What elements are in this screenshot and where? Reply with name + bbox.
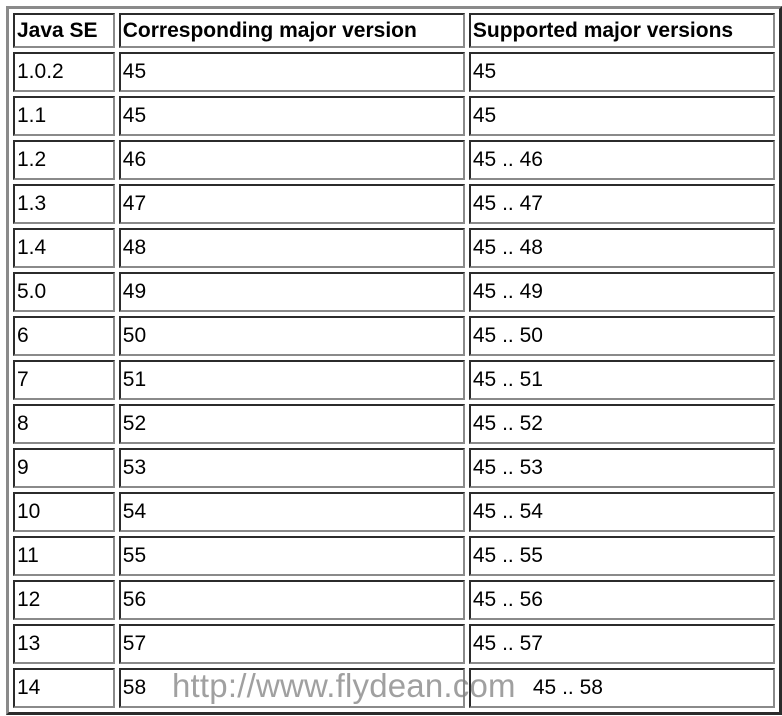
table-row: 14 58 45 .. 58 bbox=[13, 668, 775, 708]
cell-java-se: 1.0.2 bbox=[13, 52, 115, 92]
cell-corresponding-major-version: 46 bbox=[118, 140, 465, 180]
cell-corresponding-major-version: 50 bbox=[118, 316, 465, 356]
cell-java-se: 13 bbox=[13, 624, 115, 664]
cell-supported-major-versions: 45 .. 46 bbox=[468, 140, 775, 180]
table-row: 9 53 45 .. 53 bbox=[13, 448, 775, 488]
table-row: 6 50 45 .. 50 bbox=[13, 316, 775, 356]
cell-corresponding-major-version: 51 bbox=[118, 360, 465, 400]
cell-supported-major-versions: 45 .. 58 bbox=[468, 668, 775, 708]
cell-java-se: 9 bbox=[13, 448, 115, 488]
cell-corresponding-major-version: 47 bbox=[118, 184, 465, 224]
header-supported-major-versions: Supported major versions bbox=[468, 13, 775, 48]
table-row: 1.2 46 45 .. 46 bbox=[13, 140, 775, 180]
cell-java-se: 1.3 bbox=[13, 184, 115, 224]
table-row: 1.0.2 45 45 bbox=[13, 52, 775, 92]
cell-java-se: 8 bbox=[13, 404, 115, 444]
cell-java-se: 10 bbox=[13, 492, 115, 532]
table-row: 1.4 48 45 .. 48 bbox=[13, 228, 775, 268]
cell-supported-major-versions: 45 .. 51 bbox=[468, 360, 775, 400]
cell-corresponding-major-version: 45 bbox=[118, 52, 465, 92]
cell-corresponding-major-version: 58 bbox=[118, 668, 465, 708]
cell-corresponding-major-version: 49 bbox=[118, 272, 465, 312]
cell-corresponding-major-version: 55 bbox=[118, 536, 465, 576]
cell-corresponding-major-version: 48 bbox=[118, 228, 465, 268]
cell-supported-major-versions: 45 .. 54 bbox=[468, 492, 775, 532]
table-header-row: Java SE Corresponding major version Supp… bbox=[13, 13, 775, 48]
cell-corresponding-major-version: 56 bbox=[118, 580, 465, 620]
cell-supported-major-versions: 45 .. 55 bbox=[468, 536, 775, 576]
cell-corresponding-major-version: 54 bbox=[118, 492, 465, 532]
table-row: 5.0 49 45 .. 49 bbox=[13, 272, 775, 312]
table-row: 13 57 45 .. 57 bbox=[13, 624, 775, 664]
cell-java-se: 1.1 bbox=[13, 96, 115, 136]
cell-supported-major-versions: 45 .. 56 bbox=[468, 580, 775, 620]
cell-java-se: 12 bbox=[13, 580, 115, 620]
cell-supported-major-versions: 45 .. 57 bbox=[468, 624, 775, 664]
table-row: 1.1 45 45 bbox=[13, 96, 775, 136]
cell-corresponding-major-version: 53 bbox=[118, 448, 465, 488]
cell-supported-major-versions: 45 bbox=[468, 52, 775, 92]
table-row: 8 52 45 .. 52 bbox=[13, 404, 775, 444]
cell-corresponding-major-version: 57 bbox=[118, 624, 465, 664]
cell-supported-major-versions: 45 .. 53 bbox=[468, 448, 775, 488]
cell-supported-major-versions: 45 .. 52 bbox=[468, 404, 775, 444]
cell-java-se: 7 bbox=[13, 360, 115, 400]
cell-java-se: 11 bbox=[13, 536, 115, 576]
cell-java-se: 1.2 bbox=[13, 140, 115, 180]
table-row: 12 56 45 .. 56 bbox=[13, 580, 775, 620]
table-row: 1.3 47 45 .. 47 bbox=[13, 184, 775, 224]
cell-supported-major-versions: 45 bbox=[468, 96, 775, 136]
header-corresponding-major-version: Corresponding major version bbox=[118, 13, 465, 48]
table-row: 10 54 45 .. 54 bbox=[13, 492, 775, 532]
cell-corresponding-major-version: 52 bbox=[118, 404, 465, 444]
cell-java-se: 1.4 bbox=[13, 228, 115, 268]
header-java-se: Java SE bbox=[13, 13, 115, 48]
cell-supported-major-versions: 45 .. 48 bbox=[468, 228, 775, 268]
table-row: 7 51 45 .. 51 bbox=[13, 360, 775, 400]
cell-supported-major-versions: 45 .. 47 bbox=[468, 184, 775, 224]
cell-java-se: 5.0 bbox=[13, 272, 115, 312]
watermark: http://www.flydean.com bbox=[172, 667, 516, 704]
cell-supported-major-versions: 45 .. 50 bbox=[468, 316, 775, 356]
table-row: 11 55 45 .. 55 bbox=[13, 536, 775, 576]
java-version-table: Java SE Corresponding major version Supp… bbox=[6, 6, 782, 715]
cell-supported-major-versions: 45 .. 49 bbox=[468, 272, 775, 312]
cell-corresponding-major-version: 45 bbox=[118, 96, 465, 136]
cell-java-se: 6 bbox=[13, 316, 115, 356]
cell-java-se: 14 bbox=[13, 668, 115, 708]
